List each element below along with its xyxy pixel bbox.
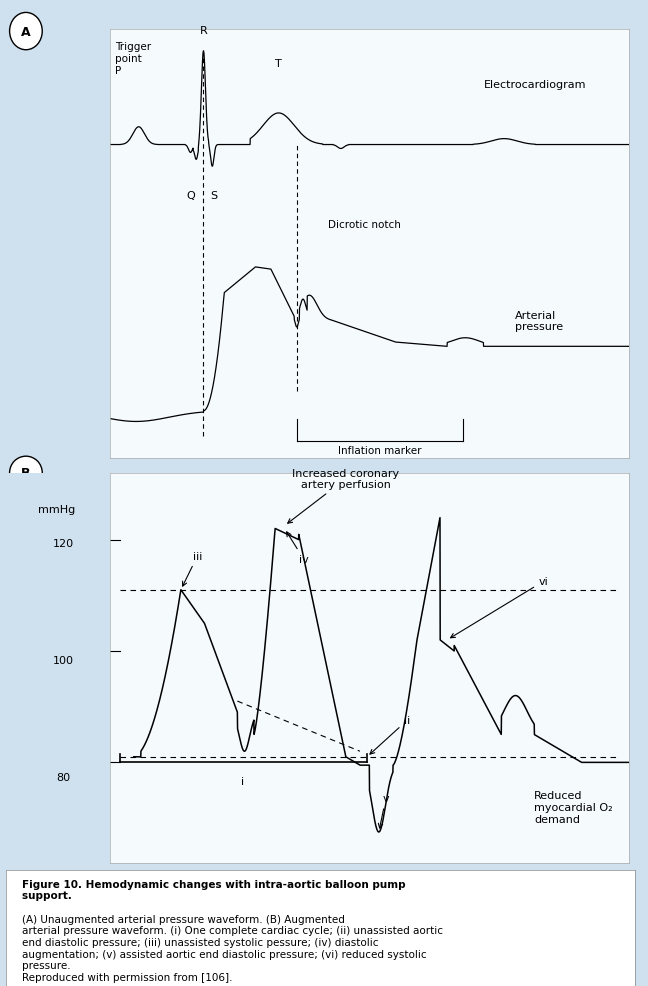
- Text: Q: Q: [186, 190, 195, 200]
- Circle shape: [10, 14, 42, 50]
- Text: 120: 120: [53, 538, 74, 548]
- Text: Reduced
myocardial O₂
demand: Reduced myocardial O₂ demand: [535, 791, 613, 823]
- Text: iii: iii: [183, 551, 202, 587]
- Text: 80: 80: [56, 772, 71, 782]
- Text: Inflation marker: Inflation marker: [338, 446, 421, 456]
- Text: R: R: [200, 26, 207, 36]
- Text: ii: ii: [370, 716, 410, 754]
- Text: B: B: [21, 466, 30, 480]
- Text: Figure 10. Hemodynamic changes with intra-aortic balloon pump
support.: Figure 10. Hemodynamic changes with intr…: [22, 879, 406, 900]
- Text: A: A: [21, 26, 30, 38]
- Text: 120: 120: [84, 535, 106, 545]
- Text: i: i: [240, 777, 244, 787]
- Text: Dicrotic notch: Dicrotic notch: [328, 220, 400, 230]
- Text: 100: 100: [53, 656, 74, 666]
- Text: S: S: [211, 190, 217, 200]
- Text: v: v: [378, 794, 389, 828]
- Text: Increased coronary
artery perfusion: Increased coronary artery perfusion: [288, 468, 399, 524]
- Text: 80: 80: [91, 757, 106, 767]
- Text: Arterial
pressure: Arterial pressure: [515, 311, 562, 332]
- Text: Trigger
point
P: Trigger point P: [115, 42, 152, 76]
- Text: 100: 100: [84, 647, 106, 657]
- Text: Electrocardiogram: Electrocardiogram: [484, 80, 586, 91]
- Text: iv: iv: [286, 532, 308, 564]
- Text: T: T: [275, 59, 282, 69]
- Circle shape: [10, 457, 42, 490]
- Text: (A) Unaugmented arterial pressure waveform. (B) Augmented
arterial pressure wave: (A) Unaugmented arterial pressure wavefo…: [22, 914, 443, 982]
- Text: mmHg: mmHg: [71, 491, 108, 501]
- Text: vi: vi: [450, 577, 549, 638]
- Text: mmHg: mmHg: [38, 505, 75, 515]
